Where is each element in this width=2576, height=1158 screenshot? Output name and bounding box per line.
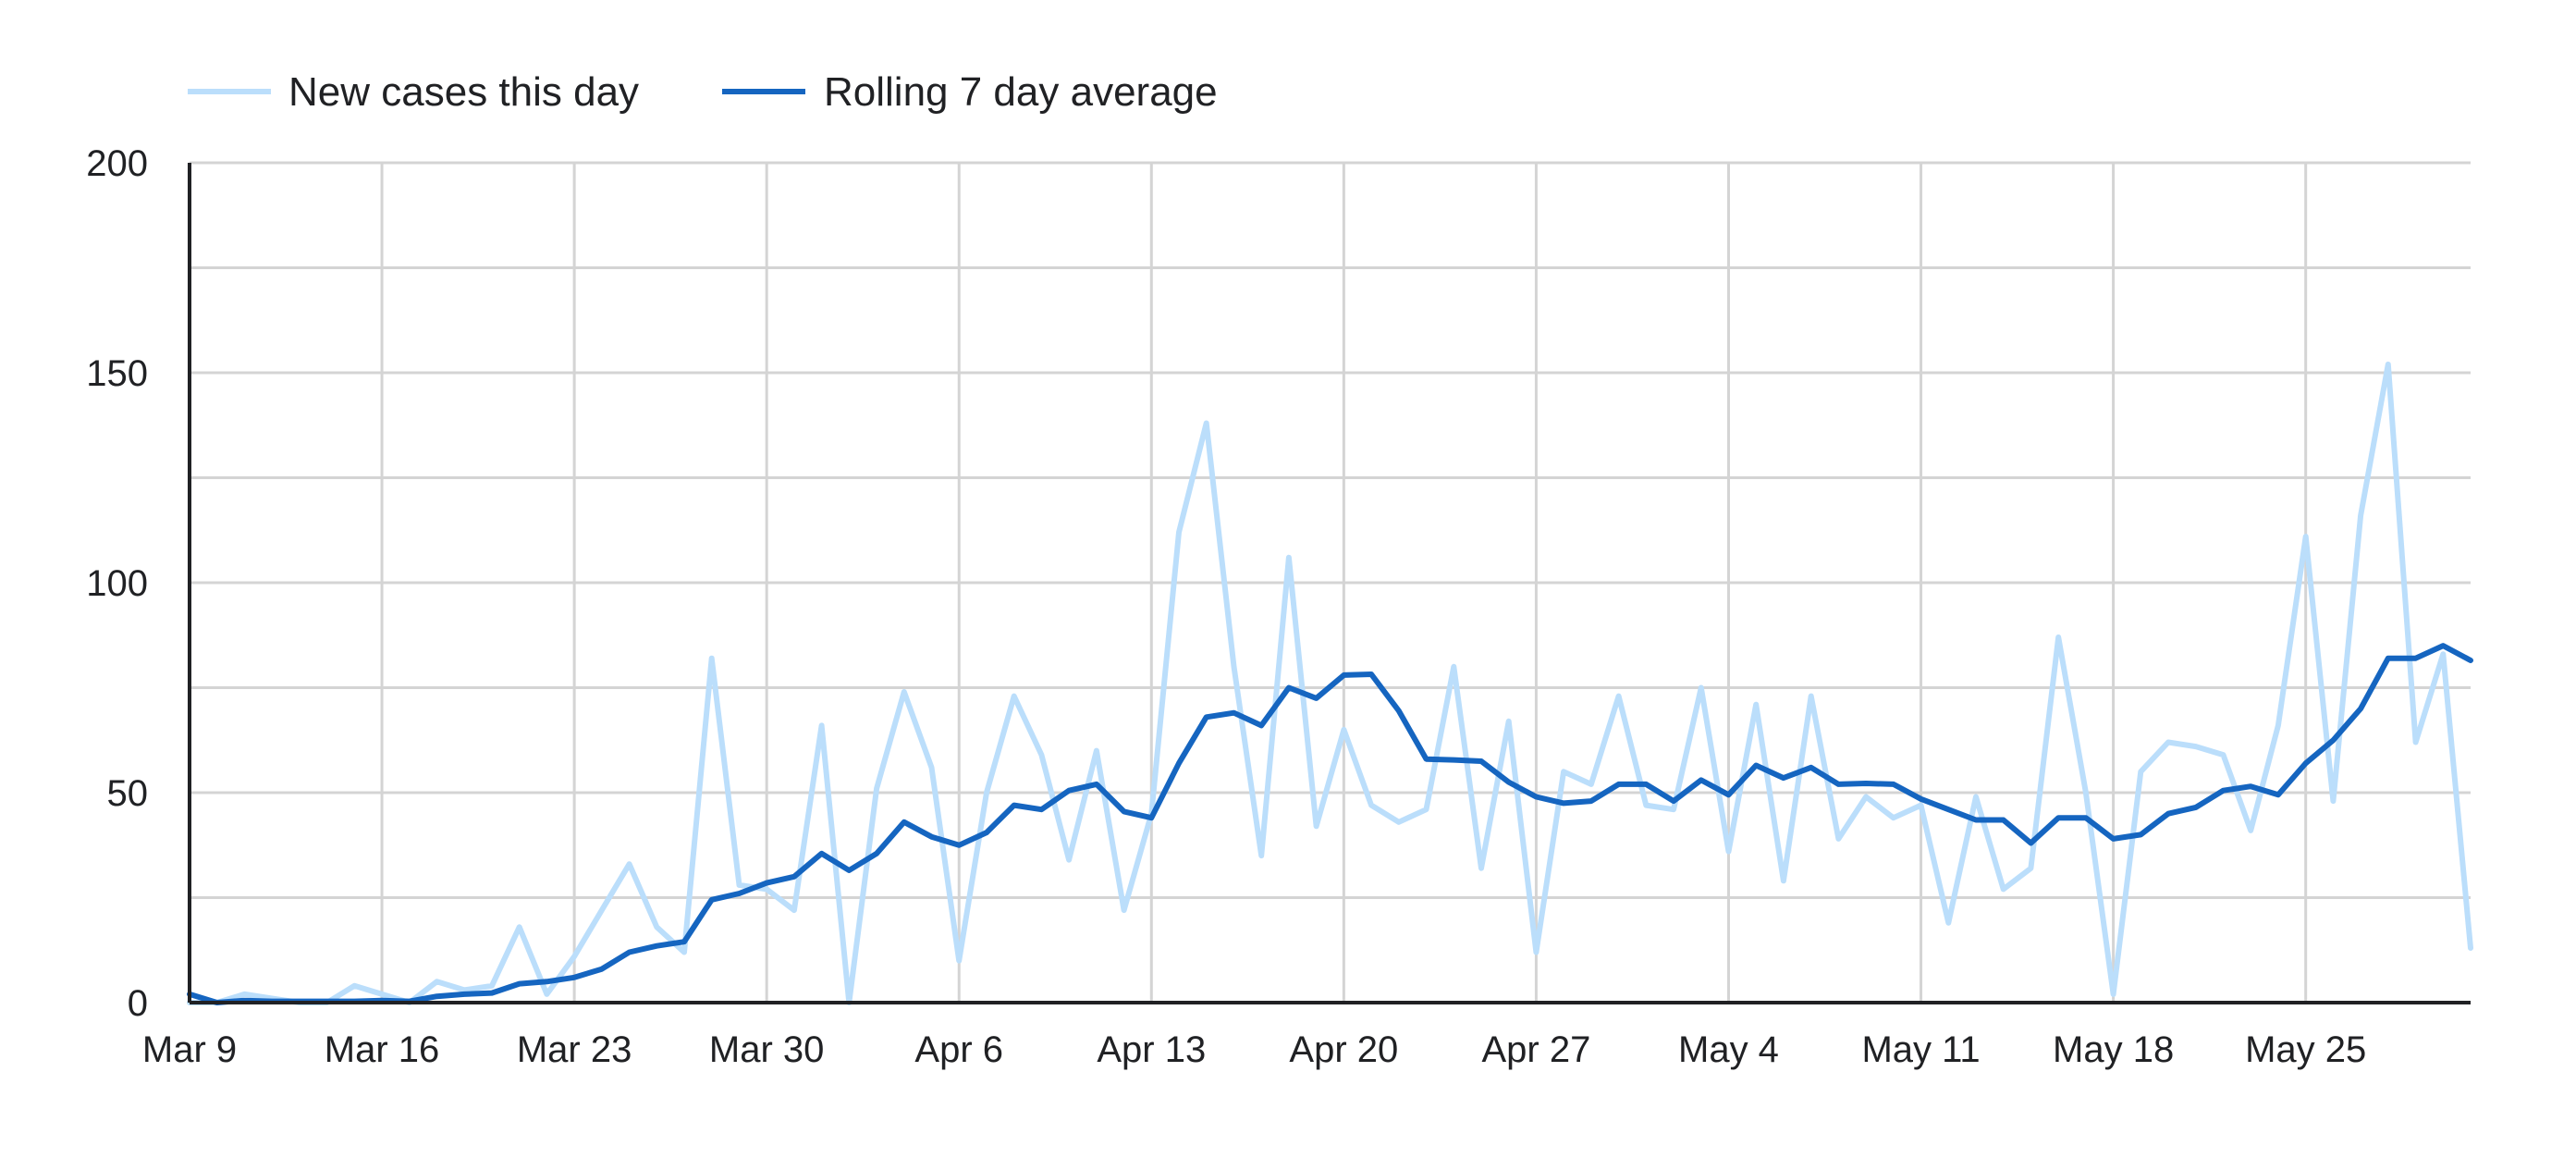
series-line-new-cases[interactable] — [187, 361, 2473, 1005]
x-tick-label: Apr 13 — [1097, 1029, 1206, 1070]
grid-lines — [190, 161, 2471, 1003]
legend-label-new-cases: New cases this day — [288, 69, 639, 115]
x-tick-label: May 4 — [1678, 1029, 1779, 1070]
x-tick-label: Mar 23 — [517, 1029, 632, 1070]
x-tick-label: Apr 6 — [914, 1029, 1003, 1070]
x-tick-label: Apr 27 — [1481, 1029, 1590, 1070]
x-tick-label: Mar 9 — [142, 1029, 237, 1070]
legend-item-new-cases[interactable]: New cases this day — [188, 69, 639, 115]
axes — [188, 163, 2471, 1004]
x-tick-label: Apr 20 — [1289, 1029, 1398, 1070]
y-axis-ticks: 0 50 100 150 200 — [86, 143, 148, 1024]
y-tick-label: 100 — [86, 563, 148, 604]
y-tick-label: 50 — [107, 773, 149, 814]
x-tick-label: May 25 — [2245, 1029, 2366, 1070]
series-lines — [187, 361, 2473, 1005]
y-tick-label: 200 — [86, 143, 148, 184]
y-tick-label: 150 — [86, 353, 148, 394]
x-axis-ticks: Mar 9 Mar 16 Mar 23 Mar 30 Apr 6 Apr 13 Apr 20… — [142, 1029, 2366, 1070]
x-tick-label: May 18 — [2053, 1029, 2174, 1070]
x-tick-label: May 11 — [1861, 1029, 1980, 1070]
legend-item-rolling-average[interactable]: Rolling 7 day average — [722, 69, 1218, 115]
x-tick-label: Mar 16 — [325, 1029, 440, 1070]
legend-label-rolling-average: Rolling 7 day average — [824, 69, 1218, 115]
series-line-rolling-average[interactable] — [187, 643, 2473, 1005]
y-tick-label: 0 — [128, 983, 148, 1024]
legend: New cases this day Rolling 7 day average — [188, 69, 1218, 115]
x-tick-label: Mar 30 — [709, 1029, 825, 1070]
